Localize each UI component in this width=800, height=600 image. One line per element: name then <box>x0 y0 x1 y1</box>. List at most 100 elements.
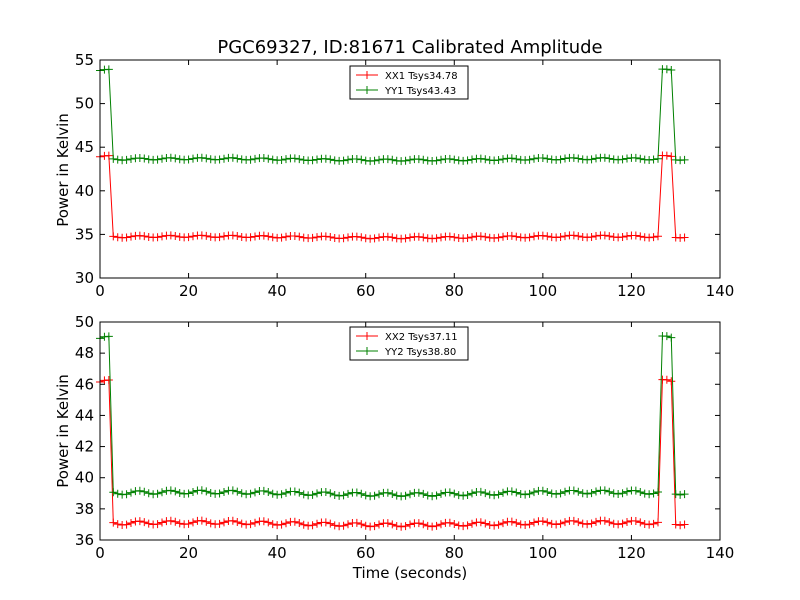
data-point <box>352 232 361 241</box>
data-point <box>631 517 640 526</box>
data-point <box>113 155 122 164</box>
data-point <box>645 490 654 499</box>
data-point <box>357 520 366 529</box>
data-point <box>614 520 623 529</box>
data-point <box>339 521 348 530</box>
data-point <box>344 155 352 164</box>
data-point <box>543 518 552 527</box>
data-point <box>313 519 321 528</box>
data-point <box>233 517 242 526</box>
data-point <box>680 490 689 499</box>
data-point <box>313 233 321 242</box>
data-point <box>401 156 410 165</box>
y-tick-label: 48 <box>75 344 94 362</box>
data-point <box>499 155 507 164</box>
data-point <box>428 492 437 501</box>
data-point <box>206 519 215 528</box>
y-tick-label: 38 <box>75 500 94 518</box>
data-point <box>468 155 476 164</box>
data-point <box>636 154 645 163</box>
y-tick-label: 46 <box>75 375 94 393</box>
data-point <box>499 232 507 241</box>
data-point <box>468 233 476 242</box>
data-point <box>357 233 366 242</box>
data-point <box>609 489 618 498</box>
data-point <box>490 491 499 500</box>
y-tick-label: 55 <box>75 51 94 69</box>
data-point <box>423 491 432 500</box>
data-point <box>463 521 472 530</box>
data-point <box>547 519 556 528</box>
data-point <box>308 156 317 165</box>
y-tick-label: 36 <box>75 531 94 549</box>
data-point <box>290 487 299 496</box>
data-point <box>135 486 144 495</box>
x-tick-label: 20 <box>179 544 198 562</box>
x-tick-label: 100 <box>529 282 558 300</box>
data-point <box>516 490 525 499</box>
data-point <box>264 488 273 497</box>
data-point <box>158 232 166 241</box>
data-point <box>397 492 406 501</box>
x-tick-label: 80 <box>445 544 464 562</box>
data-point <box>127 519 135 528</box>
data-point <box>308 233 317 242</box>
data-point <box>507 231 516 240</box>
data-point <box>530 488 538 497</box>
data-point <box>516 520 525 529</box>
data-point <box>574 154 583 163</box>
x-tick-label: 20 <box>179 282 198 300</box>
data-point <box>507 154 516 163</box>
data-point <box>166 231 175 240</box>
data-point <box>259 154 268 163</box>
data-point <box>153 233 162 242</box>
data-point <box>437 520 445 529</box>
data-point <box>569 516 578 525</box>
data-point <box>401 491 410 500</box>
data-point <box>401 522 410 531</box>
data-point <box>494 233 503 242</box>
data-point <box>552 490 561 499</box>
data-point <box>184 233 193 242</box>
data-point <box>640 520 649 529</box>
data-point <box>189 518 197 527</box>
data-point <box>468 489 476 498</box>
data-point <box>494 490 503 499</box>
data-point <box>268 155 277 164</box>
data-point <box>259 231 268 240</box>
data-point <box>339 491 348 500</box>
data-point <box>574 518 583 527</box>
y-tick-label: 50 <box>75 95 94 113</box>
data-point <box>352 154 361 163</box>
data-point <box>481 489 490 498</box>
data-point <box>308 490 317 499</box>
data-point <box>361 521 370 530</box>
data-point <box>339 234 348 243</box>
data-point <box>512 232 521 241</box>
x-tick-label: 40 <box>268 544 287 562</box>
data-point <box>122 233 131 242</box>
data-point <box>299 156 308 165</box>
data-point <box>228 486 237 495</box>
data-point <box>525 489 534 498</box>
data-point <box>206 488 215 497</box>
data-point <box>485 520 494 529</box>
data-point <box>158 518 166 527</box>
data-point <box>671 490 680 499</box>
data-point <box>202 517 211 526</box>
data-point <box>228 516 237 525</box>
data-point <box>113 233 122 242</box>
data-point <box>264 518 273 527</box>
data-point <box>445 518 454 527</box>
data-point <box>246 489 255 498</box>
data-point <box>649 155 658 164</box>
data-point <box>370 522 379 531</box>
data-point <box>215 489 224 498</box>
data-point <box>561 518 569 527</box>
data-point <box>140 487 149 496</box>
data-point <box>127 232 135 241</box>
data-point <box>388 489 397 498</box>
data-point <box>636 488 645 497</box>
data-point <box>251 154 259 163</box>
data-point <box>618 519 627 528</box>
